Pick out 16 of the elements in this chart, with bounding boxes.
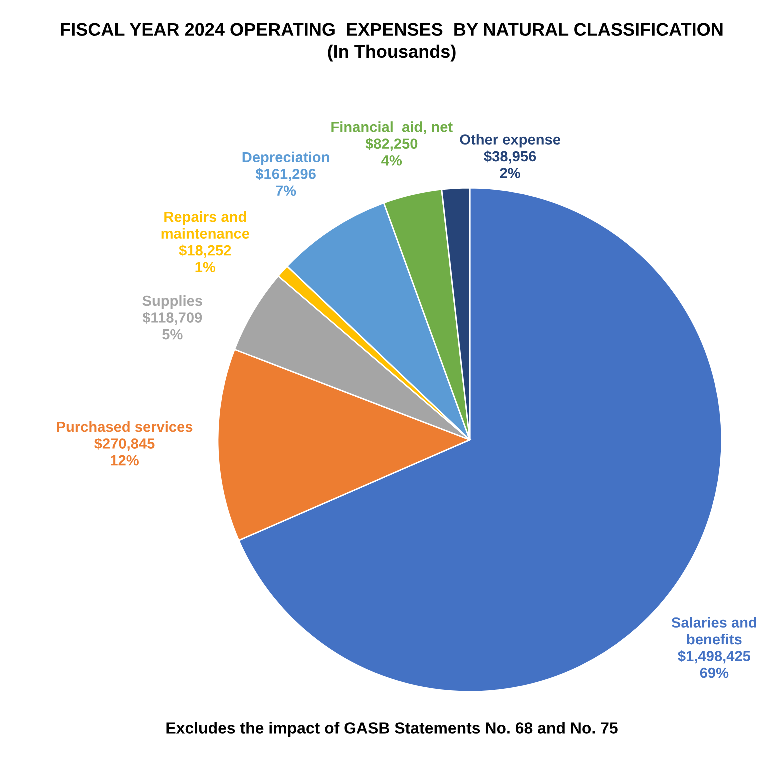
slice-label: Repairs and maintenance [162, 211, 250, 239]
data-label: $82,250 4% [366, 138, 418, 166]
slice-label: Financial aid, net [332, 122, 453, 134]
data-label: $270,845 12% [94, 438, 155, 466]
slice-label: Supplies [142, 295, 202, 310]
slice-label: Salaries and benefits [672, 617, 756, 645]
data-label: $118,709 5% [142, 312, 202, 340]
slice-label: Purchased services [57, 421, 193, 432]
data-label: $161,296 7% [256, 168, 316, 196]
chart-title: FISCAL YEAR 2024 OPERATING EXPENSES BY NATURAL CLASSIFICATION (In Thousands) [61, 23, 723, 62]
slice-label: Other expense [460, 134, 560, 148]
text: Excludes the impact of GASB Statements No. 68 and No. 75 [166, 722, 618, 738]
data-label: $38,956 2% [484, 150, 536, 178]
slice-label: Depreciation [242, 152, 330, 166]
data-label: $18,252 1% [179, 244, 232, 272]
data-label: $1,498,425 69% [678, 650, 751, 678]
